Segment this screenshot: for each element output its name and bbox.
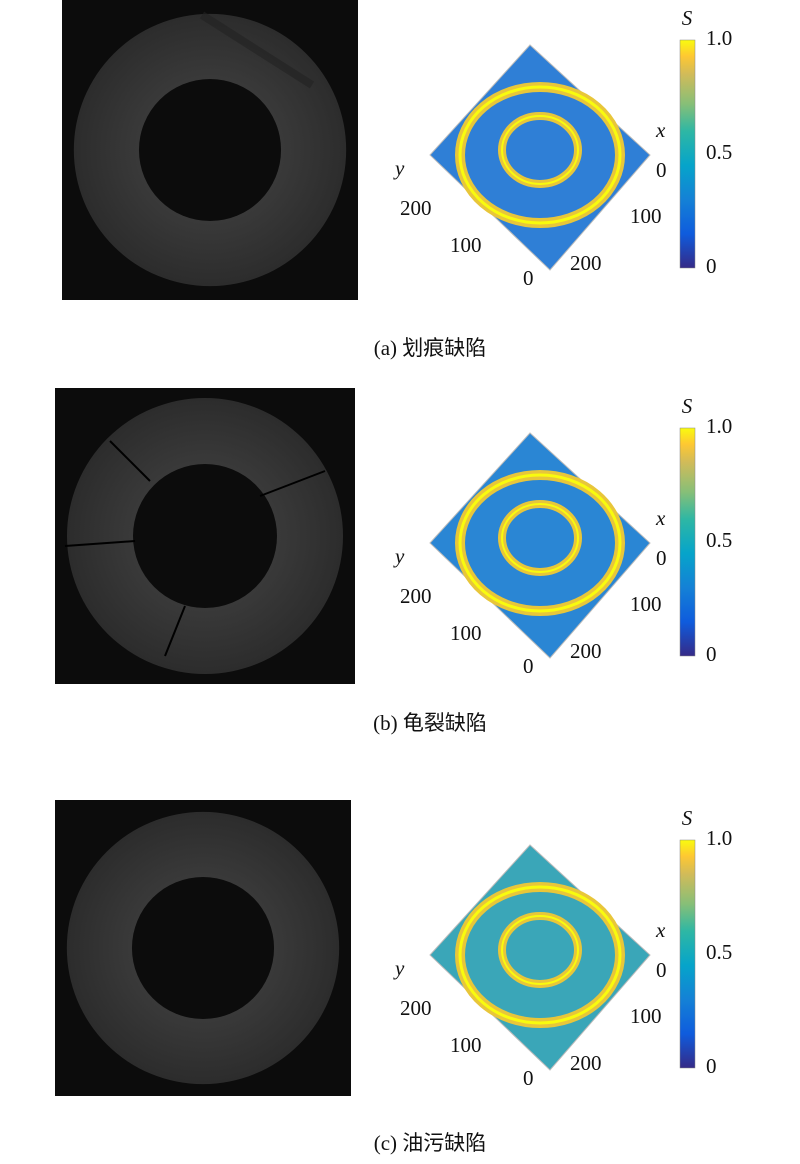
y-tick-label: 200 bbox=[400, 584, 432, 608]
colorbar-tick-label: 1.0 bbox=[706, 414, 732, 438]
x-axis-label: x bbox=[655, 118, 666, 142]
colorbar bbox=[679, 39, 696, 269]
crack bbox=[259, 470, 326, 497]
caption: (a) 划痕缺陷 bbox=[374, 336, 487, 360]
colorbar-tick-label: 1.0 bbox=[706, 826, 732, 850]
x-axis-label: x bbox=[655, 918, 666, 942]
y-tick-label: 100 bbox=[450, 233, 482, 257]
crack bbox=[109, 440, 151, 482]
caption: (b) 龟裂缺陷 bbox=[373, 711, 487, 735]
scratch bbox=[199, 11, 315, 89]
colorbar-tick-label: 0.5 bbox=[706, 528, 732, 552]
x-tick-label: 200 bbox=[570, 251, 602, 275]
colorbar bbox=[679, 427, 696, 657]
y-tick-label: 0 bbox=[523, 654, 534, 678]
panel: y x 200 100 0 0 100 200 S 1.0 0.5 0 (c) 油污缺陷 bbox=[55, 800, 732, 1155]
sample-hole bbox=[138, 78, 282, 222]
y-axis-label: y bbox=[393, 156, 405, 180]
colorbar-label: S bbox=[682, 806, 693, 830]
y-tick-label: 100 bbox=[450, 621, 482, 645]
crack bbox=[64, 540, 136, 547]
x-tick-label: 100 bbox=[630, 204, 662, 228]
y-tick-label: 100 bbox=[450, 1033, 482, 1057]
inner-ring-edge bbox=[501, 915, 579, 985]
colorbar-tick-label: 0 bbox=[706, 1054, 717, 1078]
panel: y x 200 100 0 0 100 200 S 1.0 0.5 0 (a) 划痕缺陷 bbox=[62, 0, 732, 360]
crack bbox=[164, 605, 186, 657]
x-tick-label: 0 bbox=[656, 546, 667, 570]
colorbar bbox=[679, 839, 696, 1069]
colorbar-label: S bbox=[682, 394, 693, 418]
x-tick-label: 100 bbox=[630, 1004, 662, 1028]
x-tick-label: 0 bbox=[656, 158, 667, 182]
colorbar-tick-label: 1.0 bbox=[706, 26, 732, 50]
outer-ring-edge bbox=[458, 85, 622, 225]
y-tick-label: 200 bbox=[400, 196, 432, 220]
x-tick-label: 200 bbox=[570, 1051, 602, 1075]
inner-ring-edge bbox=[501, 115, 579, 185]
y-axis-label: y bbox=[393, 956, 405, 980]
y-axis-label: y bbox=[393, 544, 405, 568]
x-tick-label: 100 bbox=[630, 592, 662, 616]
x-tick-label: 0 bbox=[656, 958, 667, 982]
y-tick-label: 0 bbox=[523, 266, 534, 290]
colorbar-tick-label: 0.5 bbox=[706, 140, 732, 164]
sample-hole bbox=[131, 876, 275, 1020]
colorbar-tick-label: 0 bbox=[706, 254, 717, 278]
colorbar-tick-label: 0.5 bbox=[706, 940, 732, 964]
outer-ring-edge bbox=[458, 473, 622, 613]
colorbar-label: S bbox=[682, 6, 693, 30]
panel: y x 200 100 0 0 100 200 S 1.0 0.5 0 (b) 龟裂缺陷 bbox=[55, 388, 732, 735]
y-tick-label: 0 bbox=[523, 1066, 534, 1090]
x-tick-label: 200 bbox=[570, 639, 602, 663]
caption: (c) 油污缺陷 bbox=[374, 1131, 487, 1155]
y-tick-label: 200 bbox=[400, 996, 432, 1020]
colorbar-tick-label: 0 bbox=[706, 642, 717, 666]
outer-ring-edge bbox=[458, 885, 622, 1025]
sample-hole bbox=[133, 464, 277, 608]
x-axis-label: x bbox=[655, 506, 666, 530]
inner-ring-edge bbox=[501, 503, 579, 573]
